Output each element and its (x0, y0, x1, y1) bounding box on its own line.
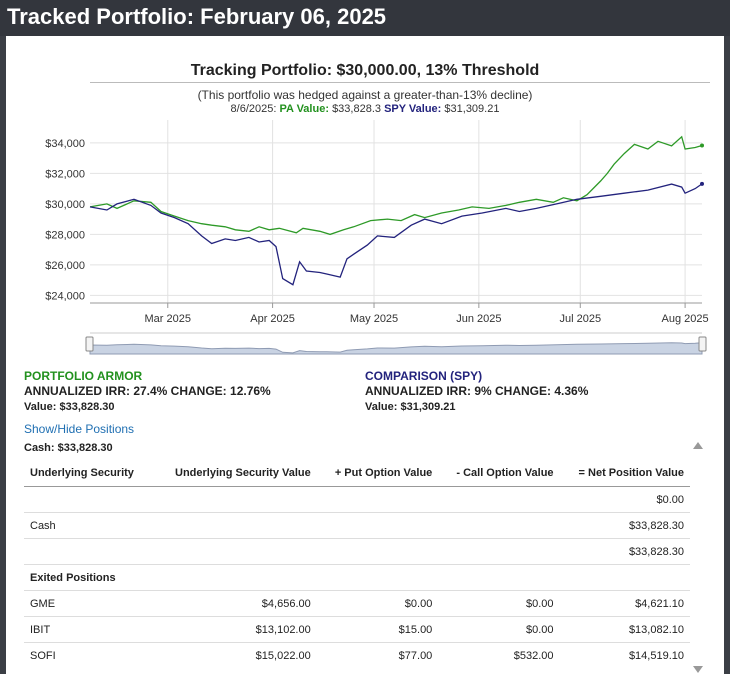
table-cell: SOFI (24, 642, 153, 668)
table-header-row: Underlying Security Underlying Security … (24, 460, 690, 487)
comparison-title: COMPARISON (SPY) (365, 369, 483, 383)
table-cell: $13,102.00 (152, 616, 317, 643)
table-cell (152, 538, 317, 565)
y-tick-label: $28,000 (45, 229, 85, 241)
chart-subtitle: (This portfolio was hedged against a gre… (197, 88, 533, 102)
table-row: Cash $33,828.30 (24, 512, 690, 539)
table-cell (152, 512, 317, 539)
x-tick-label: Aug 2025 (662, 313, 709, 325)
top-bar: Tracked Portfolio: February 06, 2025 (0, 0, 730, 36)
table-row: GME $4,656.00 $0.00 $0.00 $4,621.10 (24, 590, 690, 617)
table-cell: IBIT (24, 616, 153, 643)
table-cell: $0.00 (559, 486, 690, 513)
x-tick-label: Jun 2025 (456, 313, 501, 325)
portfolio-armor-value: Value: $33,828.30 (24, 401, 115, 413)
chart-title: Tracking Portfolio: $30,000.00, 13% Thre… (190, 62, 540, 79)
performance-chart[interactable]: $24,000 $26,000 $28,000 $30,000 $32,000 $34,0… (6, 36, 724, 366)
table-cell (152, 486, 317, 513)
table-cell: $33,828.30 (559, 512, 690, 539)
portfolio-armor-stats: ANNUALIZED IRR: 27.4% CHANGE: 12.76% (24, 384, 271, 398)
x-tick-label: Mar 2025 (145, 313, 191, 325)
table-cell (316, 564, 439, 591)
table-cell (24, 538, 153, 565)
page-title: Tracked Portfolio: February 06, 2025 (7, 4, 387, 29)
navigator-right-handle[interactable] (698, 336, 707, 352)
table-cell: $0.00 (438, 590, 560, 617)
table-cell: Exited Positions (24, 564, 153, 591)
column-header: Underlying Security Value (152, 460, 317, 487)
table-group-row: Exited Positions (24, 564, 690, 591)
comparison-value: Value: $31,309.21 (365, 401, 456, 413)
scroll-up-arrow-icon[interactable] (693, 442, 703, 449)
table-cell: $4,621.10 (559, 590, 690, 617)
table-cell (559, 564, 690, 591)
scroll-down-arrow-icon[interactable] (693, 666, 703, 673)
chart-tooltip: 8/6/2025: PA Value: $33,828.3 SPY Value:… (6, 103, 724, 115)
navigator-left-handle[interactable] (85, 336, 94, 352)
show-hide-positions-link[interactable]: Show/Hide Positions (24, 422, 135, 436)
y-tick-label: $24,000 (45, 290, 85, 302)
x-tick-label: Jul 2025 (559, 313, 601, 325)
table-cell: $77.00 (316, 642, 439, 668)
navigator-area (89, 342, 703, 355)
column-header: + Put Option Value (316, 460, 439, 487)
x-tick-label: May 2025 (350, 313, 398, 325)
table-cell (316, 538, 439, 565)
table-row: SOFI $15,022.00 $77.00 $532.00 $14,519.1… (24, 642, 690, 668)
tooltip-pa-label: PA Value: (279, 103, 329, 115)
pa-value-series-line (89, 135, 703, 236)
portfolio-panel: Tracking Portfolio: $30,000.00, 13% Thre… (6, 36, 724, 674)
table-cell (316, 512, 439, 539)
table-cell: $532.00 (438, 642, 560, 668)
title-divider (90, 82, 710, 83)
table-cell: $15,022.00 (152, 642, 317, 668)
cash-summary: Cash: $33,828.30 (24, 442, 113, 454)
table-cell (152, 564, 317, 591)
spy-value-last-point (700, 181, 704, 186)
comparison-stats: ANNUALIZED IRR: 9% CHANGE: 4.36% (365, 384, 589, 398)
table-cell: GME (24, 590, 153, 617)
tooltip-date: 8/6/2025: (230, 103, 277, 115)
tooltip-spy-label: SPY Value: (384, 103, 442, 115)
table-cell: $14,519.10 (559, 642, 690, 668)
column-header: = Net Position Value (559, 460, 690, 487)
table-cell: $13,082.10 (559, 616, 690, 643)
table-cell (438, 538, 560, 565)
column-header: Underlying Security (24, 460, 153, 487)
y-tick-label: $26,000 (45, 260, 85, 272)
table-cell: Cash (24, 512, 153, 539)
table-row: $33,828.30 (24, 538, 690, 565)
y-tick-label: $30,000 (45, 199, 85, 211)
x-tick-label: Apr 2025 (250, 313, 295, 325)
y-tick-label: $32,000 (45, 168, 85, 180)
table-row: IBIT $13,102.00 $15.00 $0.00 $13,082.10 (24, 616, 690, 643)
tooltip-pa-value: $33,828.3 (332, 103, 381, 115)
table-cell: $0.00 (316, 590, 439, 617)
table-cell: $33,828.30 (559, 538, 690, 565)
portfolio-armor-title: PORTFOLIO ARMOR (24, 369, 143, 383)
spy-value-series-line (89, 183, 703, 286)
y-tick-label: $34,000 (45, 138, 85, 150)
table-cell (438, 486, 560, 513)
table-cell: $0.00 (438, 616, 560, 643)
pa-value-last-point (700, 143, 704, 148)
tooltip-spy-value: $31,309.21 (444, 103, 500, 115)
table-cell: $15.00 (316, 616, 439, 643)
table-cell: $4,656.00 (152, 590, 317, 617)
column-header: - Call Option Value (438, 460, 560, 487)
table-row: $0.00 (24, 486, 690, 513)
positions-table: Underlying Security Underlying Security … (24, 460, 690, 668)
table-cell (24, 486, 153, 513)
table-cell (316, 486, 439, 513)
table-cell (438, 564, 560, 591)
table-cell (438, 512, 560, 539)
